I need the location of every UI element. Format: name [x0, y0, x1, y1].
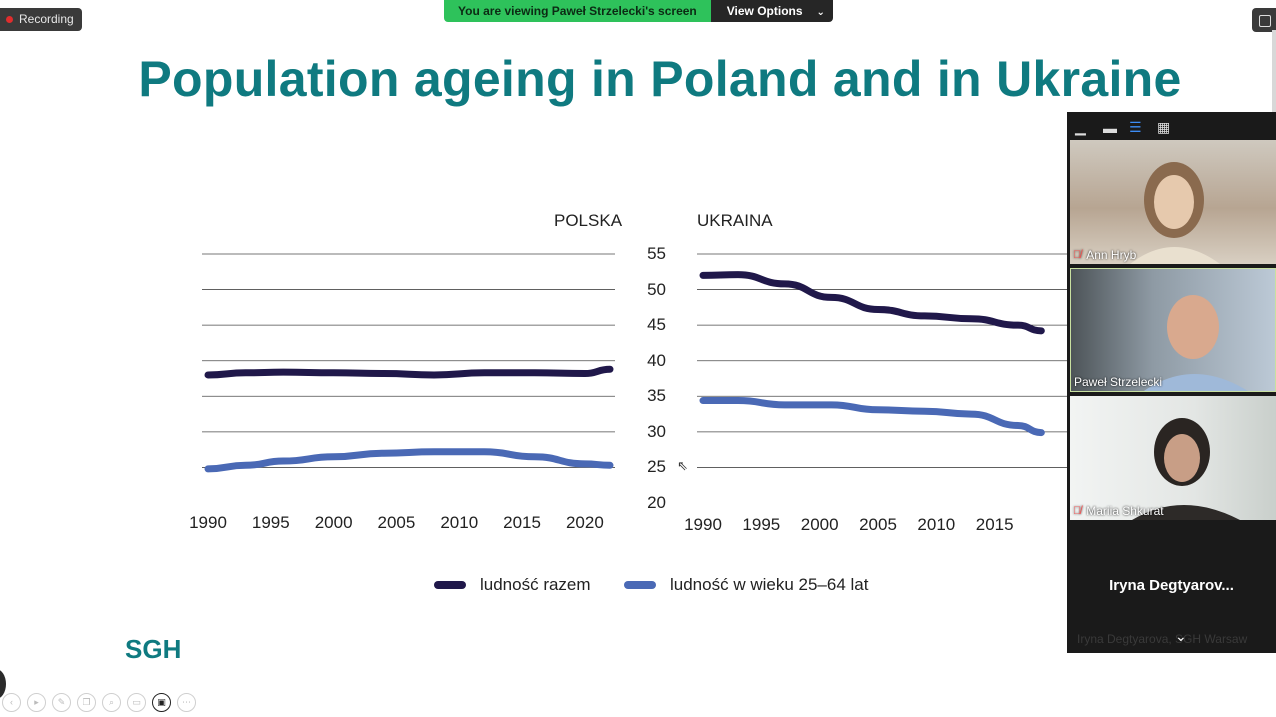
video-tile-pawel[interactable]: Paweł Strzelecki — [1070, 268, 1276, 392]
participant-name-pawel: Paweł Strzelecki — [1074, 375, 1163, 389]
annotation-toolbar: ‹ ▸ ✎ ❐ ⌕ ▭ ▣ ⋯ — [2, 693, 196, 712]
x-tick-label: 2020 — [565, 513, 604, 532]
video-tile-ann[interactable]: 🎙̸ Ann Hryb — [1070, 140, 1276, 264]
legend-swatch-blue — [624, 581, 656, 589]
series-line-total — [204, 365, 614, 379]
strip-view-icon[interactable]: ☰ — [1129, 119, 1142, 135]
y-tick-label: 25 — [647, 457, 666, 477]
more-icon[interactable]: ⋯ — [177, 693, 196, 712]
participant-video-ann — [1130, 162, 1220, 264]
chart-title-polska: POLSKA — [554, 211, 623, 230]
participant-name-mariia: 🎙̸ Mariia Shkurat — [1073, 504, 1164, 518]
window-icon — [1259, 15, 1271, 27]
view-options-label: View Options — [726, 4, 803, 18]
series-line-total — [699, 271, 1045, 335]
panel-toolbar: ▁ ▬ ☰ ▦ — [1067, 112, 1276, 140]
pen-icon[interactable]: ✎ — [52, 693, 71, 712]
participant-video-mariia — [1132, 418, 1240, 520]
mic-muted-icon: 🎙̸ — [1073, 505, 1082, 517]
sgh-logo: SGH — [125, 634, 182, 664]
participant-name-ann: 🎙̸ Ann Hryb — [1073, 248, 1137, 262]
recording-indicator[interactable]: Recording — [0, 8, 82, 31]
prev-icon[interactable]: ‹ — [2, 693, 21, 712]
minimize-icon[interactable]: ▁ — [1075, 119, 1086, 135]
series-line-working-age — [699, 397, 1045, 437]
play-icon[interactable]: ▸ — [27, 693, 46, 712]
gallery-view-icon[interactable]: ▦ — [1157, 119, 1171, 135]
x-tick-label: 1990 — [684, 515, 722, 534]
participant-video-pawel — [1143, 295, 1248, 391]
scrollbar-edge — [1272, 30, 1276, 114]
x-tick-label: 1995 — [742, 515, 781, 534]
y-tick-label: 45 — [647, 315, 666, 335]
x-tick-label: 2010 — [440, 513, 479, 532]
x-tick-label: 2005 — [859, 515, 897, 534]
x-tick-label: 2005 — [377, 513, 416, 532]
legend-item-working-age: ludność w wieku 25–64 lat — [624, 575, 868, 595]
recording-dot-icon — [6, 16, 13, 24]
series-line-working-age — [204, 448, 614, 473]
copy-icon[interactable]: ❐ — [77, 693, 96, 712]
x-tick-label: 2015 — [975, 515, 1014, 534]
y-tick-label: 55 — [647, 244, 666, 263]
chevron-down-icon[interactable]: ⌄ — [1175, 628, 1187, 644]
participant-subname-iryna: Iryna Degtyarova, SGH Warsaw — [1077, 632, 1248, 646]
recording-label: Recording — [19, 12, 74, 26]
speaker-view-icon[interactable]: ▬ — [1103, 120, 1117, 136]
view-options-button[interactable]: View Options ⌄ — [710, 0, 833, 22]
y-tick-label: 40 — [647, 350, 666, 370]
zoom-icon[interactable]: ⌕ — [102, 693, 121, 712]
y-tick-label: 30 — [647, 421, 666, 441]
subtitle-icon[interactable]: ▭ — [127, 693, 146, 712]
y-tick-label: 35 — [647, 386, 666, 406]
video-tile-mariia[interactable]: 🎙̸ Mariia Shkurat — [1070, 396, 1276, 520]
x-tick-label: 2015 — [503, 513, 541, 532]
slide-title: Population ageing in Poland and in Ukrai… — [138, 51, 1182, 107]
left-edge-handle[interactable] — [0, 669, 6, 699]
legend-item-total: ludność razem — [434, 575, 591, 595]
x-tick-label: 2000 — [314, 513, 353, 532]
screen-share-banner: You are viewing Paweł Strzelecki's scree… — [444, 0, 833, 22]
participants-panel: ▁ ▬ ☰ ▦ 🎙̸Ann Hryb Paweł Strzelecki � — [1067, 112, 1276, 653]
viewing-screen-text: You are viewing Paweł Strzelecki's scree… — [444, 0, 711, 22]
x-tick-label: 2000 — [800, 515, 839, 534]
y-tick-label: 20 — [647, 493, 666, 512]
x-tick-label: 1990 — [189, 513, 227, 532]
camera-icon[interactable]: ▣ — [152, 693, 171, 712]
mic-muted-icon: 🎙̸ — [1073, 249, 1082, 261]
fullscreen-toggle-button[interactable] — [1252, 8, 1276, 32]
legend-label-working-age: ludność w wieku 25–64 lat — [670, 575, 869, 594]
x-tick-label: 2010 — [917, 515, 956, 534]
x-tick-label: 1995 — [251, 513, 290, 532]
participant-name-iryna: Iryna Degtyarov... — [1109, 577, 1234, 594]
legend-swatch-dark — [434, 581, 466, 589]
chevron-down-icon: ⌄ — [816, 7, 825, 18]
y-tick-label: 50 — [647, 279, 666, 299]
mouse-cursor-icon: ⇖ — [677, 458, 688, 473]
legend-label-total: ludność razem — [480, 575, 591, 594]
chart-title-ukraina: UKRAINA — [697, 211, 773, 230]
